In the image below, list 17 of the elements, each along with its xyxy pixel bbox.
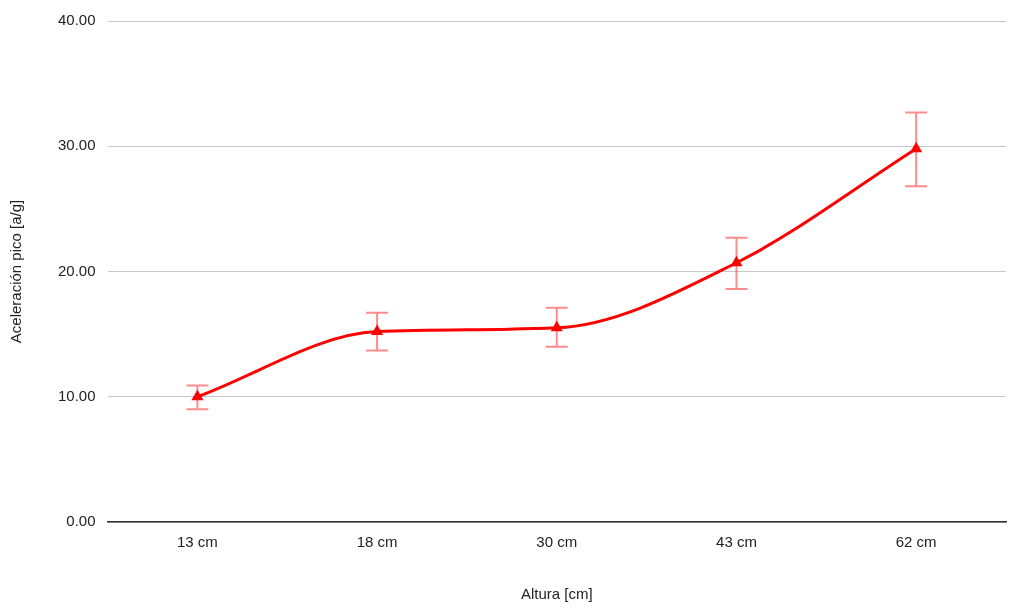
point xyxy=(730,255,743,267)
x-tick-label: 62 cm xyxy=(895,533,937,551)
point xyxy=(191,389,204,401)
point xyxy=(550,320,563,332)
y-axis-title: Aceleración pico [a/g] xyxy=(7,199,25,344)
point xyxy=(910,141,923,153)
y-tick-label: 20.00 xyxy=(57,261,96,279)
x-tick-label: 13 cm xyxy=(176,533,218,551)
x-tick-label: 18 cm xyxy=(356,533,398,551)
x-tick-label: 30 cm xyxy=(536,533,578,551)
y-tick-label: 10.00 xyxy=(57,386,96,404)
point xyxy=(371,324,384,336)
x-axis-title: Altura [cm] xyxy=(520,585,593,603)
y-tick-label: 30.00 xyxy=(57,136,96,154)
y-tick-label: 0.00 xyxy=(66,512,96,530)
y-tick-label: 40.00 xyxy=(57,11,96,29)
x-tick-label: 43 cm xyxy=(716,533,757,551)
